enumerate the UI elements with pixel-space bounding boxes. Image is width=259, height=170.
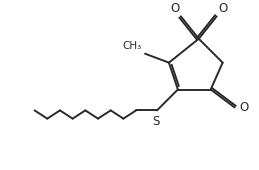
Text: O: O [240, 101, 249, 114]
Text: S: S [153, 115, 160, 128]
Text: O: O [218, 2, 227, 15]
Text: O: O [170, 2, 179, 15]
Text: CH₃: CH₃ [122, 41, 141, 51]
